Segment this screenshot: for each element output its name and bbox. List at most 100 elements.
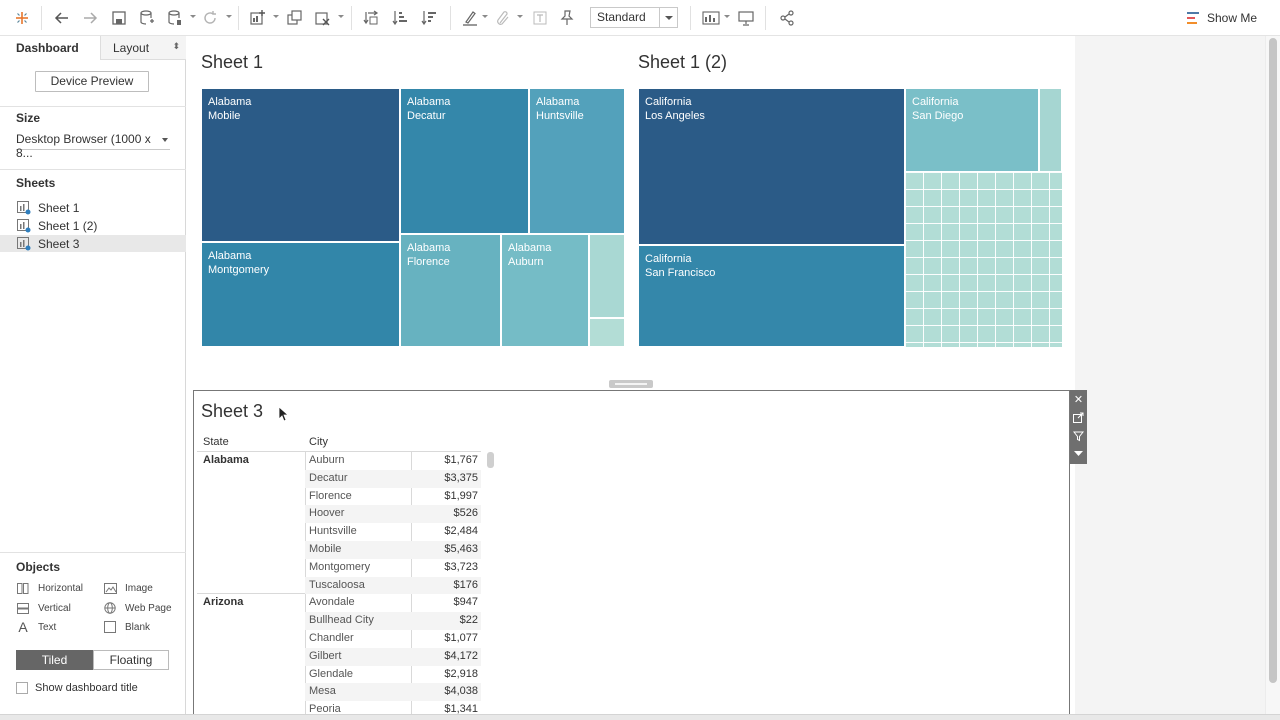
table-cell-value[interactable]: $176 <box>453 578 478 591</box>
group-dropdown-icon[interactable] <box>517 15 523 18</box>
object-horizontal[interactable]: Horizontal <box>16 582 83 594</box>
show-dashboard-title-checkbox[interactable] <box>16 682 28 694</box>
table-cell-value[interactable]: $4,172 <box>444 649 478 662</box>
refresh-dropdown-icon[interactable] <box>226 15 232 18</box>
fit-select[interactable]: Standard <box>590 7 678 28</box>
tiled-button[interactable]: Tiled <box>16 650 93 670</box>
object-image[interactable]: Image <box>103 582 153 594</box>
object-blank[interactable]: Blank <box>103 621 150 633</box>
sheet-item-sheet-1-2[interactable]: Sheet 1 (2) <box>0 217 186 234</box>
column-header-state[interactable]: State <box>203 436 229 448</box>
sheet-item-sheet-1[interactable]: Sheet 1 <box>0 199 186 216</box>
row-header-city[interactable]: Montgomery <box>309 560 371 573</box>
row-header-state[interactable]: Arizona <box>203 596 244 609</box>
swap-rows-columns-icon[interactable] <box>361 8 381 28</box>
sheet-item-sheet-3[interactable]: Sheet 3 <box>0 235 186 252</box>
table-cell-value[interactable]: $1,767 <box>444 454 478 466</box>
new-worksheet-dropdown-icon[interactable] <box>273 15 279 18</box>
undo-icon[interactable] <box>52 8 72 28</box>
row-header-city[interactable]: Avondale <box>309 596 355 609</box>
treemap-tile[interactable] <box>589 318 625 347</box>
sort-descending-icon[interactable] <box>419 8 439 28</box>
presentation-mode-icon[interactable] <box>736 8 756 28</box>
vertical-scrollbar[interactable] <box>1265 36 1280 716</box>
new-worksheet-icon[interactable] <box>248 8 268 28</box>
vertical-scrollbar-thumb[interactable] <box>1269 38 1277 683</box>
table-cell-value[interactable]: $526 <box>453 507 478 520</box>
treemap-tile[interactable]: Alabama Florence <box>400 234 501 347</box>
close-icon[interactable]: ✕ <box>1073 393 1084 406</box>
fix-axes-pin-icon[interactable] <box>557 8 577 28</box>
row-header-city[interactable]: Decatur <box>309 471 348 484</box>
tableau-logo-icon[interactable] <box>12 8 32 28</box>
share-icon[interactable] <box>777 8 797 28</box>
treemap-tile[interactable]: Alabama Decatur <box>400 88 529 234</box>
row-header-city[interactable]: Auburn <box>309 454 345 466</box>
table-cell-value[interactable]: $2,484 <box>444 525 478 538</box>
table-cell-value[interactable]: $22 <box>459 614 478 627</box>
treemap-tile[interactable] <box>1039 88 1062 172</box>
table-cell-value[interactable]: $1,077 <box>444 632 478 644</box>
row-header-city[interactable]: Bullhead City <box>309 614 374 627</box>
go-to-sheet-icon[interactable] <box>1070 408 1087 426</box>
treemap-tile[interactable]: Alabama Montgomery <box>201 242 400 347</box>
treemap-tile[interactable]: California San Diego <box>905 88 1039 172</box>
show-me-button[interactable]: Show Me <box>1187 9 1257 27</box>
treemap-tile[interactable]: California Los Angeles <box>638 88 905 245</box>
group-members-icon[interactable] <box>493 8 513 28</box>
duplicate-sheet-icon[interactable] <box>285 8 305 28</box>
row-header-city[interactable]: Mobile <box>309 543 342 555</box>
object-web-page[interactable]: Web Page <box>103 602 172 614</box>
tab-dashboard[interactable]: Dashboard <box>16 41 79 55</box>
clear-sheet-icon[interactable] <box>313 8 333 28</box>
table-cell-value[interactable]: $1,997 <box>444 489 478 502</box>
row-header-city[interactable]: Gilbert <box>309 649 342 662</box>
treemap-tile[interactable]: California San Francisco <box>638 245 905 347</box>
refresh-icon[interactable] <box>200 8 220 28</box>
object-vertical[interactable]: Vertical <box>16 602 71 614</box>
column-header-city[interactable]: City <box>309 436 328 448</box>
table-cell-value[interactable]: $947 <box>453 596 478 609</box>
object-text[interactable]: A Text <box>16 619 56 635</box>
highlight-icon[interactable] <box>460 8 480 28</box>
row-header-city[interactable]: Tuscaloosa <box>309 578 365 591</box>
row-header-city[interactable]: Chandler <box>309 632 354 644</box>
table-cell-value[interactable]: $3,375 <box>444 471 478 484</box>
more-options-icon[interactable] <box>1070 445 1087 463</box>
table-cell-value[interactable]: $2,918 <box>444 667 478 680</box>
table-cell-value[interactable]: $1,341 <box>444 703 478 716</box>
row-header-state[interactable]: Alabama <box>203 454 249 466</box>
row-header-city[interactable]: Peoria <box>309 703 341 716</box>
zone-resize-handle[interactable] <box>609 380 653 388</box>
treemap-tile[interactable]: Alabama Huntsville <box>529 88 625 234</box>
show-cards-dropdown-icon[interactable] <box>724 15 730 18</box>
save-icon[interactable] <box>109 8 129 28</box>
row-header-city[interactable]: Hoover <box>309 507 345 520</box>
highlight-dropdown-icon[interactable] <box>482 15 488 18</box>
treemap-tile[interactable]: Alabama Auburn <box>501 234 589 347</box>
small-tiles-grid[interactable] <box>905 172 1062 347</box>
table-cell-value[interactable]: $3,723 <box>444 560 478 573</box>
clear-dropdown-icon[interactable] <box>338 15 344 18</box>
filter-icon[interactable] <box>1070 427 1087 445</box>
row-header-city[interactable]: Huntsville <box>309 525 357 538</box>
show-cards-icon[interactable] <box>700 8 722 28</box>
pause-updates-icon[interactable] <box>165 8 185 28</box>
treemap-tile[interactable] <box>589 234 625 318</box>
table-cell-value[interactable]: $5,463 <box>444 543 478 555</box>
row-header-city[interactable]: Glendale <box>309 667 354 680</box>
redo-icon[interactable] <box>80 8 100 28</box>
row-header-city[interactable]: Florence <box>309 489 352 502</box>
device-preview-button[interactable]: Device Preview <box>35 71 149 92</box>
size-select[interactable]: Desktop Browser (1000 x 8... <box>16 132 170 160</box>
show-mark-labels-icon[interactable] <box>530 8 550 28</box>
floating-button[interactable]: Floating <box>93 650 169 670</box>
tab-layout[interactable]: Layout <box>100 36 186 60</box>
chevron-down-icon[interactable] <box>659 8 677 27</box>
treemap-tile[interactable]: Alabama Mobile <box>201 88 400 242</box>
new-datasource-icon[interactable] <box>137 8 157 28</box>
sort-ascending-icon[interactable] <box>390 8 410 28</box>
table-cell-value[interactable]: $4,038 <box>444 685 478 698</box>
show-dashboard-title-row[interactable]: Show dashboard title <box>16 682 138 694</box>
crosstab-scrollbar[interactable] <box>487 452 494 468</box>
